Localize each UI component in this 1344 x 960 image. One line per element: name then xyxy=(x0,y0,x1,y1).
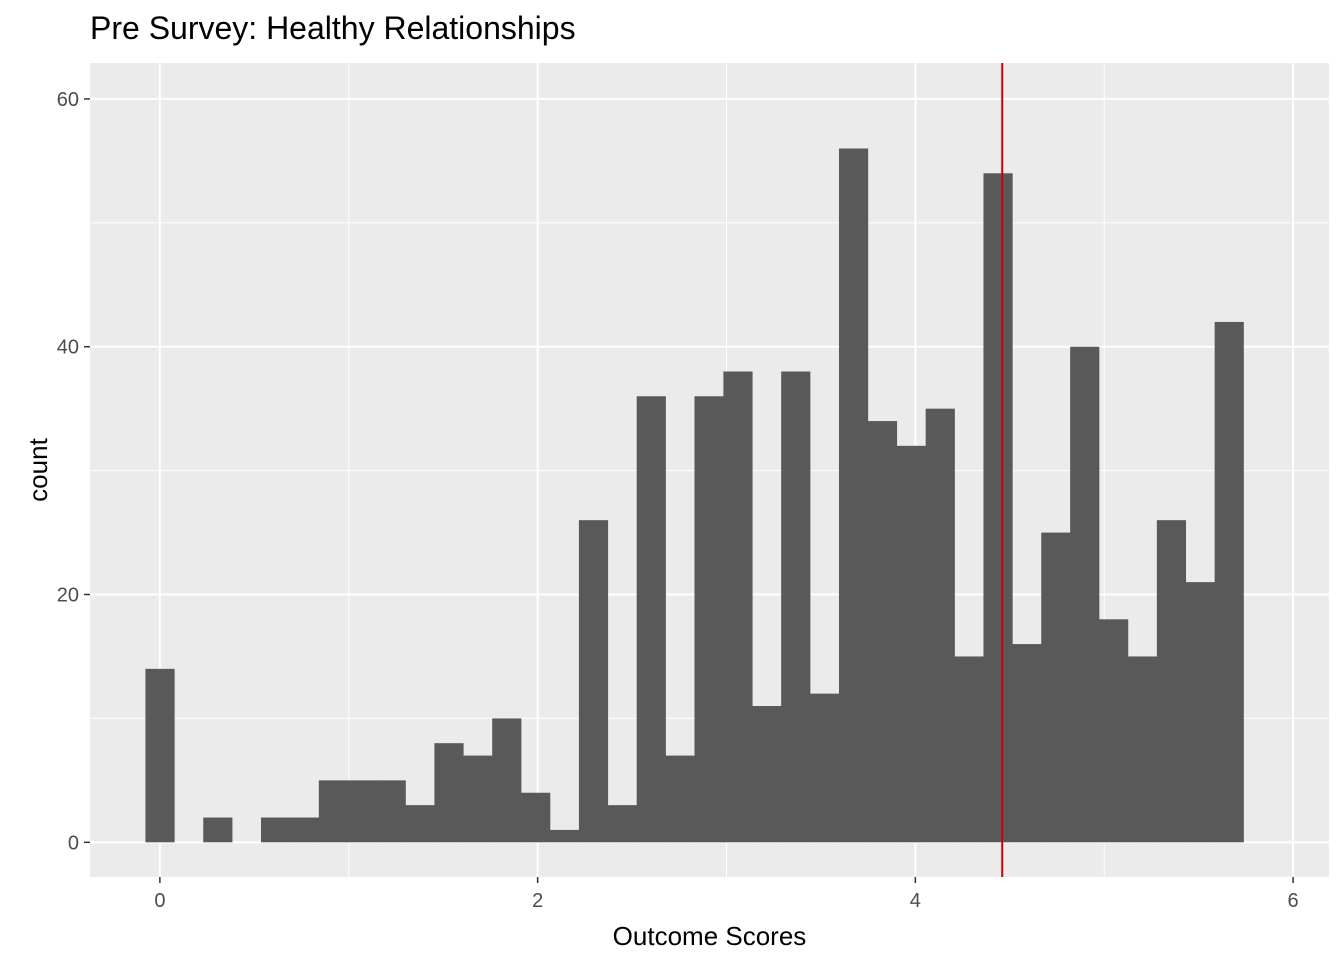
x-tick-label: 6 xyxy=(1288,890,1299,912)
histogram-bar xyxy=(1099,619,1129,843)
histogram-bar xyxy=(781,371,811,843)
x-tick-label: 0 xyxy=(154,890,165,912)
y-axis-title: count xyxy=(23,437,53,501)
histogram-bar xyxy=(145,668,175,843)
histogram-bar xyxy=(665,755,695,843)
histogram-bar xyxy=(549,829,580,843)
histogram-bar xyxy=(1041,532,1071,843)
y-tick-label: 60 xyxy=(57,89,79,111)
histogram-bar xyxy=(578,520,609,843)
histogram-bar xyxy=(1070,346,1100,843)
histogram-bar xyxy=(1156,520,1187,843)
histogram-bar xyxy=(1185,582,1215,843)
histogram-bar xyxy=(694,396,724,843)
histogram-bar xyxy=(838,148,869,843)
histogram-bar xyxy=(983,173,1013,843)
histogram-bar xyxy=(492,718,522,843)
chart-title: Pre Survey: Healthy Relationships xyxy=(90,10,576,46)
histogram-bar xyxy=(521,792,551,843)
histogram-bar xyxy=(318,780,349,843)
histogram-bar xyxy=(1214,321,1244,843)
histogram-bar xyxy=(636,396,666,843)
histogram-bar xyxy=(954,656,984,843)
histogram-bars xyxy=(145,148,1244,843)
y-tick-label: 40 xyxy=(57,337,79,359)
y-axis: 0 20 40 60 xyxy=(57,89,90,854)
histogram-bar xyxy=(376,780,406,843)
histogram-bar xyxy=(810,693,840,843)
histogram-bar xyxy=(1012,644,1042,843)
y-tick-label: 0 xyxy=(68,832,79,854)
histogram-bar xyxy=(723,371,753,843)
histogram-bar xyxy=(867,421,898,843)
histogram-bar xyxy=(925,408,955,843)
histogram-bar xyxy=(347,780,377,843)
histogram-bar xyxy=(1127,656,1158,843)
histogram-bar xyxy=(463,755,493,843)
histogram-bar xyxy=(261,817,291,843)
histogram-bar xyxy=(203,817,233,843)
histogram-bar xyxy=(289,817,320,843)
x-tick-label: 4 xyxy=(910,890,921,912)
y-tick-label: 20 xyxy=(57,585,79,607)
histogram-bar xyxy=(434,743,464,843)
histogram-bar xyxy=(752,706,782,843)
histogram-bar xyxy=(405,805,435,843)
x-tick-label: 2 xyxy=(532,890,543,912)
histogram-bar xyxy=(607,805,637,843)
histogram-bar xyxy=(896,445,926,843)
x-axis-title: Outcome Scores xyxy=(613,921,807,951)
x-axis: 0 2 4 6 xyxy=(154,877,1299,912)
